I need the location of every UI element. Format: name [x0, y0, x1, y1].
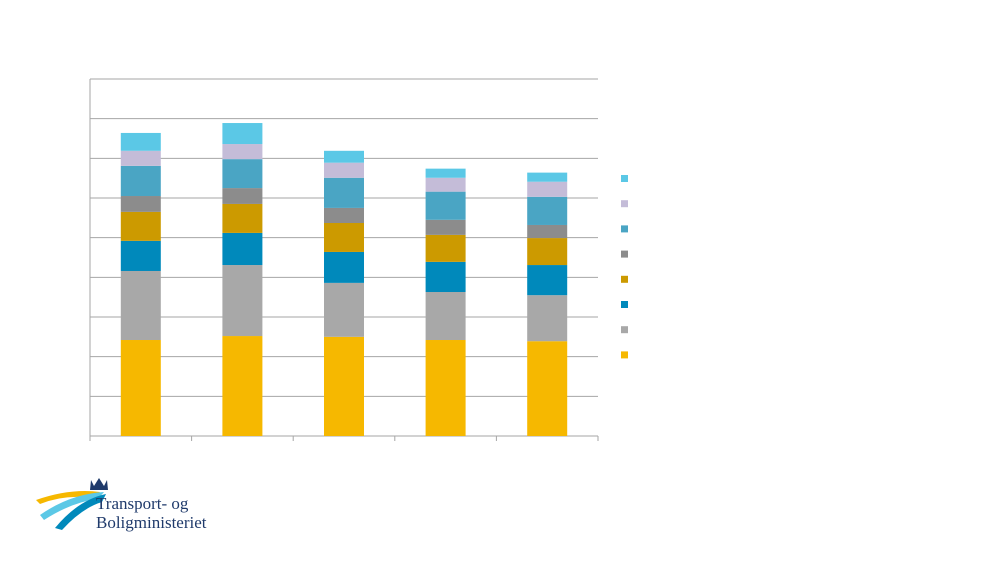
- logo-text: Boligministeriet: [96, 513, 207, 532]
- bar-segment: [324, 207, 364, 223]
- bar-segment: [222, 144, 263, 160]
- logo-swoosh: [40, 492, 104, 520]
- bar-segment: [120, 240, 161, 271]
- bar-segment: [527, 265, 568, 296]
- bar-segment: [324, 162, 364, 178]
- bar-segment: [425, 340, 466, 436]
- logo: Transport- og Boligministeriet: [36, 478, 207, 532]
- legend-swatch: [621, 301, 628, 308]
- bar-segment: [222, 232, 263, 266]
- bar-segment: [527, 196, 568, 225]
- bar-segment: [425, 177, 466, 192]
- bar-segment: [222, 188, 263, 204]
- bar-segment: [527, 172, 568, 182]
- bar-segment: [222, 159, 263, 189]
- bar-segment: [324, 251, 364, 283]
- logo-text: Transport- og: [96, 494, 189, 513]
- bar-segment: [222, 265, 263, 337]
- bar-segment: [324, 177, 364, 208]
- bar-segment: [527, 341, 568, 436]
- bar-segment: [324, 222, 364, 252]
- bar-segment: [324, 282, 364, 337]
- legend-swatch: [621, 225, 628, 233]
- legend-swatch: [621, 351, 628, 359]
- bar-segment: [425, 191, 466, 220]
- bar-segment: [527, 238, 568, 266]
- bar-segment: [425, 219, 466, 235]
- bar-segment: [120, 211, 161, 241]
- bar-segment: [120, 340, 161, 436]
- legend-swatch: [621, 275, 628, 283]
- bar-segment: [425, 168, 466, 178]
- bar-segment: [324, 336, 364, 436]
- legend-swatch: [621, 175, 628, 182]
- bar-segment: [222, 203, 263, 233]
- logo-swoosh: [36, 491, 100, 504]
- logo-swoosh: [55, 494, 106, 530]
- bar-segment: [324, 150, 364, 163]
- logo-crown: [90, 478, 108, 490]
- legend-swatch: [621, 326, 628, 334]
- bar-segment: [120, 150, 161, 166]
- legend-swatch: [621, 200, 628, 208]
- bar-segment: [527, 224, 568, 239]
- bar-segment: [120, 132, 161, 151]
- legend-swatch: [621, 250, 628, 258]
- bar-segment: [120, 270, 161, 341]
- bar-segment: [120, 165, 161, 197]
- bar-segment: [527, 295, 568, 342]
- bar-segment: [222, 123, 263, 145]
- bar-segment: [425, 292, 466, 341]
- bar-segment: [425, 261, 466, 293]
- bar-segment: [120, 196, 161, 212]
- bar-segment: [527, 181, 568, 197]
- bar-segment: [222, 336, 263, 436]
- bar-segment: [425, 234, 466, 262]
